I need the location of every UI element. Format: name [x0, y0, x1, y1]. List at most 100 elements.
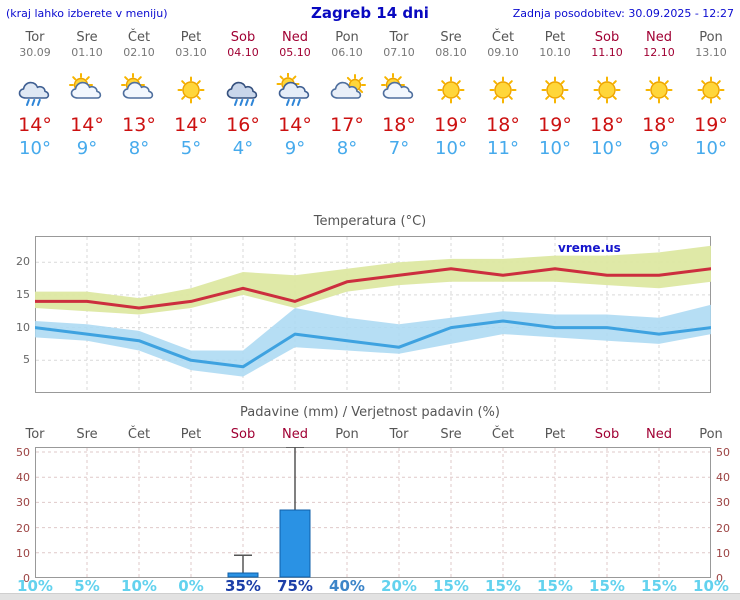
day-column[interactable]: Sob 04.10 16° 4° — [217, 30, 269, 161]
precip-chart-title: Padavine (mm) / Verjetnost padavin (%) — [240, 405, 500, 420]
temp-axis-tick: 5 — [23, 353, 30, 366]
low-temp: 10° — [591, 138, 623, 159]
temp-chart-title: Temperatura (°C) — [313, 214, 427, 229]
partly-icon — [61, 73, 113, 109]
day-name: Sob — [594, 30, 620, 45]
high-temp: 18° — [382, 114, 416, 136]
high-temp: 14° — [174, 114, 208, 136]
temp-axis-tick: 20 — [16, 255, 30, 268]
day-name: Sre — [76, 30, 98, 45]
precip-bar — [227, 572, 259, 578]
day-column[interactable]: Sre 01.10 14° 9° — [61, 30, 113, 161]
day-date: 12.10 — [643, 46, 675, 59]
day-date: 09.10 — [487, 46, 519, 59]
day-date: 01.10 — [71, 46, 103, 59]
horizontal-scrollbar[interactable] — [0, 593, 740, 600]
precip-day-label: Čet — [127, 427, 151, 442]
mostly-icon — [321, 73, 373, 109]
day-date: 07.10 — [383, 46, 415, 59]
low-temp: 10° — [19, 138, 51, 159]
precip-day-label: Pet — [180, 427, 202, 442]
min-temp-line — [35, 319, 711, 369]
precip-plot-area — [35, 447, 711, 578]
high-temp: 18° — [590, 114, 624, 136]
low-temp: 4° — [232, 138, 254, 159]
low-temp: 11° — [487, 138, 519, 159]
day-name: Sob — [230, 30, 256, 45]
precip-axis-tick-left: 10 — [16, 547, 30, 560]
precip-day-label: Sob — [230, 427, 256, 442]
precip-axis-tick-right: 10 — [716, 547, 730, 560]
day-name: Ned — [282, 30, 308, 45]
day-name: Tor — [389, 30, 409, 45]
high-temp: 18° — [486, 114, 520, 136]
precip-day-label: Ned — [646, 427, 672, 442]
day-date: 08.10 — [435, 46, 467, 59]
precip-day-label: Ned — [282, 427, 308, 442]
day-column[interactable]: Čet 09.10 18° 11° — [477, 30, 529, 161]
day-column[interactable]: Pet 10.10 19° 10° — [529, 30, 581, 161]
precip-day-label: Sre — [440, 427, 462, 442]
precip-axis-tick-left: 50 — [16, 446, 30, 459]
day-name: Ned — [646, 30, 672, 45]
max-temp-line — [35, 267, 711, 310]
precip-axis-tick-left: 0 — [23, 572, 30, 585]
sun-icon — [685, 73, 737, 109]
low-temp: 9° — [648, 138, 670, 159]
day-name: Pon — [335, 30, 359, 45]
high-temp: 13° — [122, 114, 156, 136]
min-temp-band — [35, 304, 711, 377]
day-date: 10.10 — [539, 46, 571, 59]
high-temp: 14° — [70, 114, 104, 136]
day-column[interactable]: Pon 06.10 17° 8° — [321, 30, 373, 161]
low-temp: 7° — [388, 138, 410, 159]
day-name: Tor — [25, 30, 45, 45]
high-temp: 19° — [434, 114, 468, 136]
day-name: Pon — [699, 30, 723, 45]
temp-axis-tick: 15 — [16, 288, 30, 301]
day-date: 04.10 — [227, 46, 259, 59]
low-temp: 8° — [128, 138, 150, 159]
precip-day-label: Čet — [491, 427, 515, 442]
day-column[interactable]: Tor 07.10 18° 7° — [373, 30, 425, 161]
day-name: Čet — [127, 30, 151, 45]
day-column[interactable]: Ned 12.10 18° 9° — [633, 30, 685, 161]
precip-day-label: Pet — [544, 427, 566, 442]
day-name: Čet — [491, 30, 515, 45]
precip-axis-tick-right: 40 — [716, 471, 730, 484]
day-column[interactable]: Sre 08.10 19° 10° — [425, 30, 477, 161]
sun-icon — [425, 73, 477, 109]
last-updated: Zadnja posodobitev: 30.09.2025 - 12:27 — [512, 7, 734, 20]
day-column[interactable]: Tor 30.09 14° 10° — [9, 30, 61, 161]
high-temp: 18° — [642, 114, 676, 136]
day-date: 02.10 — [123, 46, 155, 59]
menu-hint: (kraj lahko izberete v meniju) — [6, 7, 168, 20]
day-column[interactable]: Pon 13.10 19° 10° — [685, 30, 737, 161]
day-date: 05.10 — [279, 46, 311, 59]
low-temp: 10° — [435, 138, 467, 159]
high-temp: 19° — [694, 114, 728, 136]
precip-day-label: Sre — [76, 427, 98, 442]
low-temp: 10° — [539, 138, 571, 159]
watermark-link[interactable]: vreme.us — [558, 241, 621, 255]
precip-day-label: Tor — [389, 427, 409, 442]
precip-axis-tick-right: 0 — [716, 572, 723, 585]
day-column[interactable]: Sob 11.10 18° 10° — [581, 30, 633, 161]
day-date: 06.10 — [331, 46, 363, 59]
page-title: Zagreb 14 dni — [311, 4, 429, 22]
precip-day-label: Sob — [594, 427, 620, 442]
precip-bar — [279, 509, 311, 578]
day-column[interactable]: Ned 05.10 14° 9° — [269, 30, 321, 161]
temp-axis-tick: 10 — [16, 321, 30, 334]
low-temp: 8° — [336, 138, 358, 159]
precip-axis-tick-left: 30 — [16, 496, 30, 509]
day-name: Pet — [180, 30, 202, 45]
low-temp: 5° — [180, 138, 202, 159]
day-column[interactable]: Pet 03.10 14° 5° — [165, 30, 217, 161]
high-temp: 17° — [330, 114, 364, 136]
day-name: Sre — [440, 30, 462, 45]
precip-day-label: Pon — [335, 427, 359, 442]
precip-axis-tick-right: 50 — [716, 446, 730, 459]
day-column[interactable]: Čet 02.10 13° 8° — [113, 30, 165, 161]
